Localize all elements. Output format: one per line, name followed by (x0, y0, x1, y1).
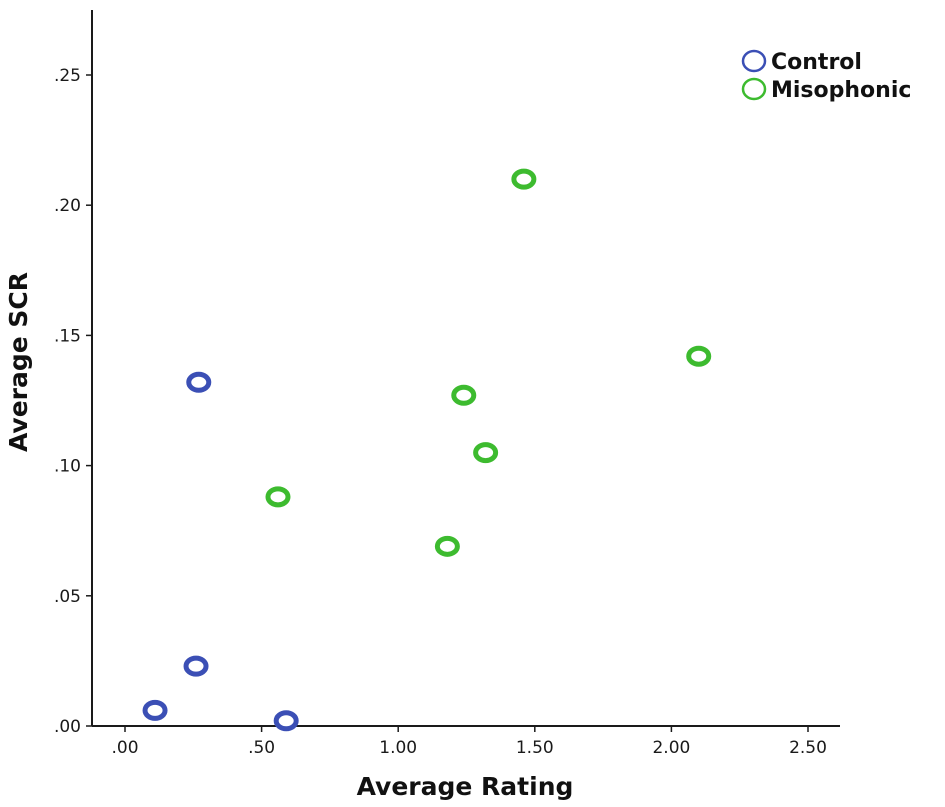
x-tick-label: 2.00 (652, 738, 690, 758)
data-point-misophonic (473, 442, 499, 464)
data-point-misophonic (434, 535, 460, 557)
data-point-control (273, 710, 299, 732)
y-axis-ticks: .00 .05 .10 .15 .20 .25 (54, 66, 92, 737)
y-tick-label: .05 (54, 587, 81, 607)
y-tick-label: .20 (54, 196, 81, 216)
x-tick-label: 1.50 (516, 738, 554, 758)
data-point-misophonic (265, 486, 291, 508)
x-axis-title: Average Rating (357, 772, 574, 801)
data-point-control (183, 655, 209, 677)
x-tick-label: 1.00 (379, 738, 417, 758)
data-points (142, 168, 712, 732)
y-tick-label: .00 (54, 717, 81, 737)
legend-label-control: Control (771, 50, 862, 75)
x-tick-label: .50 (248, 738, 275, 758)
plot-area (91, 10, 840, 727)
legend-marker-misophonic (741, 77, 767, 101)
x-axis-ticks: .00 .50 1.00 1.50 2.00 2.50 (111, 726, 827, 758)
x-tick-label: 2.50 (789, 738, 827, 758)
legend: Control Misophonic (741, 49, 911, 103)
x-tick-label: .00 (111, 738, 138, 758)
y-axis-title: Average SCR (4, 272, 33, 452)
data-point-misophonic (451, 384, 477, 406)
data-point-control (186, 371, 212, 393)
data-point-misophonic (511, 168, 537, 190)
legend-marker-control (741, 49, 767, 73)
data-point-misophonic (686, 345, 712, 367)
y-tick-label: .10 (54, 457, 81, 477)
data-point-control (142, 699, 168, 721)
y-tick-label: .15 (54, 326, 81, 346)
y-tick-label: .25 (54, 66, 81, 86)
legend-label-misophonic: Misophonic (771, 78, 911, 103)
